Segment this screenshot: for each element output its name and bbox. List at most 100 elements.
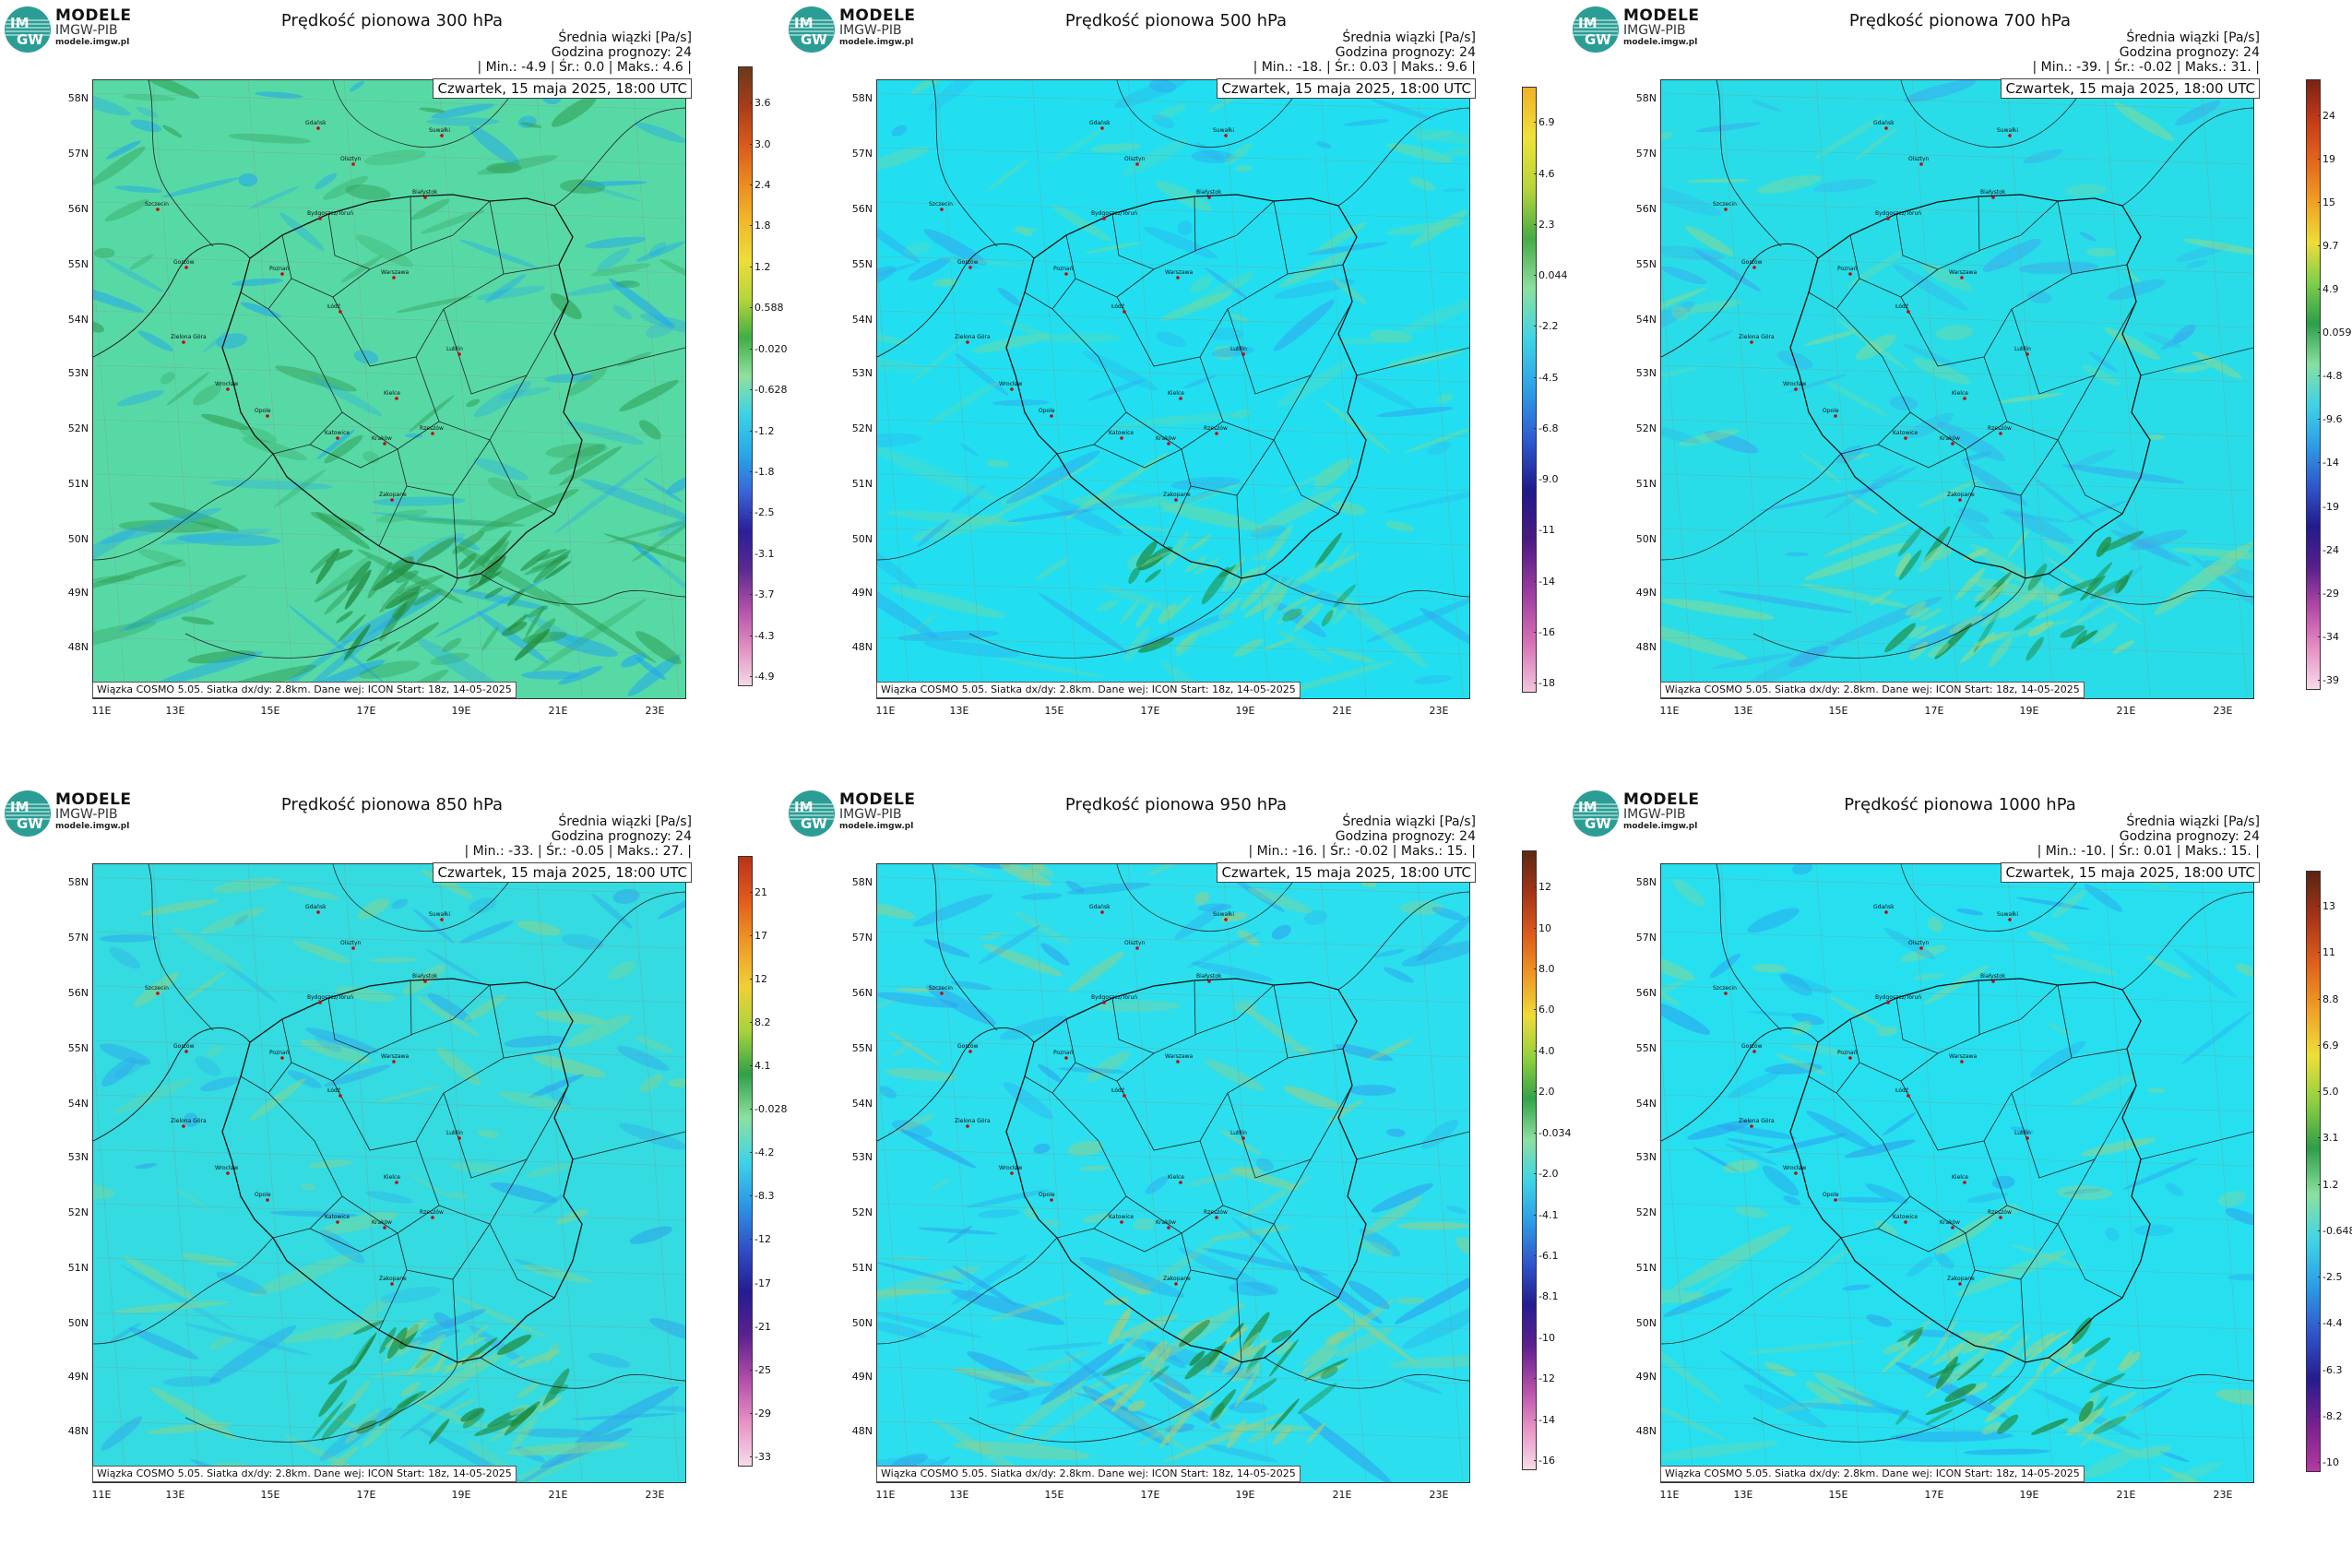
- colorbar-tick-label: 3.1: [2318, 1132, 2339, 1144]
- logo-subtitle: IMGW-PIB: [839, 23, 902, 38]
- colorbar-tick-label: -0.648: [2317, 1225, 2352, 1237]
- city-marker: [390, 498, 394, 502]
- colorbar-tick-label: -4.2: [749, 1146, 775, 1158]
- longitude-label: 23E: [645, 1489, 665, 1501]
- city-marker: [1960, 1060, 1964, 1063]
- city-label: Katowice: [1893, 1214, 1918, 1220]
- latitude-label: 50N: [67, 533, 89, 545]
- city-label: Bydgoszcz/Toruń: [1091, 994, 1137, 1001]
- map-area: Gdańsk Suwałki Olsztyn Szczecin Białystok Byd…: [876, 863, 1470, 1483]
- city-label: Suwałki: [1997, 911, 2018, 918]
- colorbar-tick-label: -8.2: [2317, 1410, 2343, 1422]
- colorbar-tick-label: -4.3: [749, 630, 775, 642]
- stats-line: | Min.: -10. | Śr.: 0.01 | Maks.: 15. |: [2037, 844, 2260, 859]
- city-marker: [316, 910, 320, 914]
- city-marker: [1834, 414, 1837, 418]
- latitude-label: 51N: [1635, 478, 1657, 490]
- city-label: Bydgoszcz/Toruń: [1875, 210, 1921, 217]
- unit-line: Średnia wiązki [Pa/s]: [2126, 30, 2260, 45]
- colorbar: [2306, 871, 2321, 1472]
- map-area: Gdańsk Suwałki Olsztyn Szczecin Białystok Byd…: [1660, 79, 2254, 699]
- latitude-label: 55N: [851, 1042, 873, 1054]
- city-marker: [1174, 498, 1178, 502]
- forecast-panel: IM GW MODELE IMGW-PIB modele.imgw.pl Prędkość…: [1568, 0, 2352, 784]
- city-marker: [1951, 442, 1954, 445]
- colorbar-tick-label: -9.6: [2317, 413, 2343, 425]
- city-marker: [2008, 134, 2012, 137]
- colorbar-tick-label: -14: [2318, 457, 2339, 469]
- svg-text:GW: GW: [1585, 31, 1611, 48]
- panel-info: Średnia wiązki [Pa/s] Godzina prognozy: 2…: [465, 814, 692, 859]
- latitude-label: 54N: [851, 1098, 873, 1110]
- latitude-label: 48N: [851, 1425, 873, 1437]
- latitude-label: 51N: [851, 478, 873, 490]
- city-label: Gdańsk: [1089, 120, 1111, 126]
- unit-line: Średnia wiązki [Pa/s]: [1342, 30, 1476, 45]
- city-marker: [226, 1171, 230, 1175]
- forecast-hour: Godzina prognozy: 24: [551, 45, 692, 60]
- model-footer: Wiązka COSMO 5.05. Siatka dx/dy: 2.8km. …: [1660, 1466, 2085, 1482]
- city-label: Szczecin: [145, 985, 169, 992]
- longitude-label: 23E: [2213, 705, 2233, 717]
- longitude-label: 11E: [91, 705, 112, 717]
- model-footer: Wiązka COSMO 5.05. Siatka dx/dy: 2.8km. …: [92, 682, 517, 698]
- city-marker: [1241, 352, 1245, 356]
- latitude-label: 56N: [67, 987, 89, 999]
- latitude-label: 56N: [851, 987, 873, 999]
- city-label: Warszawa: [1165, 1053, 1194, 1060]
- city-label: Poznań: [1837, 1050, 1858, 1056]
- city-label: Zakopane: [1947, 492, 1975, 498]
- colorbar-tick-label: -4.9: [749, 671, 775, 683]
- svg-text:GW: GW: [801, 815, 827, 832]
- svg-text:IM: IM: [1578, 15, 1598, 31]
- colorbar-tick-label: -0.020: [749, 343, 788, 355]
- latitude-label: 58N: [851, 876, 873, 888]
- latitude-label: 51N: [67, 1262, 89, 1274]
- city-marker: [1991, 980, 1995, 983]
- longitude-label: 21E: [1332, 1489, 1352, 1501]
- colorbar-tick-label: -4.1: [1533, 1209, 1559, 1221]
- colorbar-tick-label: -2.0: [1533, 1168, 1559, 1180]
- city-label: Lublin: [2014, 346, 2031, 352]
- city-label: Gorzów: [1741, 259, 1763, 266]
- city-marker: [1102, 1001, 1106, 1004]
- colorbar: [2306, 79, 2321, 690]
- colorbar-tick-label: -16: [1534, 626, 1555, 638]
- city-label: Łódź: [327, 303, 340, 310]
- latitude-label: 51N: [67, 478, 89, 490]
- city-marker: [1794, 1171, 1798, 1175]
- city-marker: [266, 1198, 269, 1202]
- logo-url: modele.imgw.pl: [55, 822, 130, 831]
- colorbar-tick-label: 2.4: [750, 179, 771, 191]
- city-label: Bydgoszcz/Toruń: [1091, 210, 1137, 217]
- city-marker: [1176, 1060, 1180, 1063]
- city-label: Szczecin: [1713, 201, 1737, 208]
- colorbar-tick-label: -39: [2318, 674, 2339, 686]
- colorbar-tick-label: -33: [750, 1451, 771, 1463]
- valid-date: Czwartek, 15 maja 2025, 18:00 UTC: [1217, 862, 1476, 883]
- city-marker: [1951, 1226, 1954, 1229]
- city-label: Rzeszów: [420, 425, 444, 432]
- colorbar-tick-label: 8.0: [1534, 963, 1555, 975]
- valid-date: Czwartek, 15 maja 2025, 18:00 UTC: [1217, 78, 1476, 99]
- longitude-label: 17E: [1924, 705, 1944, 717]
- colorbar-tick-label: -14: [1534, 576, 1555, 588]
- longitude-label: 19E: [2019, 705, 2039, 717]
- colorbar-tick-label: -29: [2318, 588, 2339, 600]
- city-marker: [1884, 126, 1888, 130]
- stats-line: | Min.: -39. | Śr.: -0.02 | Maks.: 31. |: [2032, 60, 2260, 75]
- city-marker: [2025, 352, 2029, 356]
- city-marker: [392, 276, 396, 279]
- latitude-label: 55N: [67, 258, 89, 270]
- latitude-label: 55N: [1635, 258, 1657, 270]
- city-label: Wrocław: [999, 1165, 1022, 1171]
- colorbar-tick-label: 0.588: [750, 302, 784, 314]
- city-label: Wrocław: [215, 1165, 238, 1171]
- longitude-label: 21E: [548, 1489, 568, 1501]
- logo-url: modele.imgw.pl: [839, 822, 914, 831]
- colorbar-tick-label: -1.2: [749, 425, 775, 437]
- city-label: Zakopane: [1163, 492, 1191, 498]
- city-label: Szczecin: [929, 985, 953, 992]
- city-label: Gorzów: [1741, 1043, 1763, 1050]
- stats-line: | Min.: -18. | Śr.: 0.03 | Maks.: 9.6 |: [1253, 60, 1476, 75]
